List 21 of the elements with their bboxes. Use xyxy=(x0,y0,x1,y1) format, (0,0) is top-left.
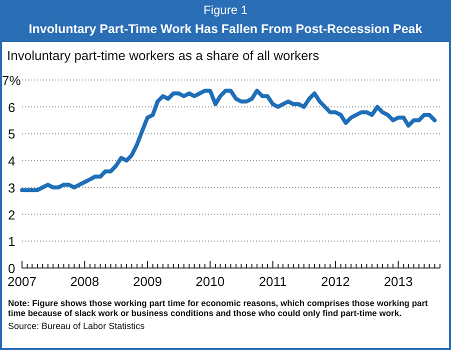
chart-subtitle: Figure 1 xyxy=(203,3,248,17)
y-tick-label: 0 xyxy=(8,261,16,276)
y-tick-label: 6 xyxy=(8,100,16,115)
x-tick-label: 2012 xyxy=(320,274,350,289)
x-tick-label: 2010 xyxy=(196,274,225,289)
x-tick-label: 2009 xyxy=(133,274,162,289)
y-axis-title: Involuntary part-time workers as a share of all workers xyxy=(7,48,320,63)
x-tick-label: 2008 xyxy=(70,274,100,289)
text: Note: Figure shows those working part time for economic reasons, which comprises those working part time because of slack work or business conditions and those who could only find part-time work. xyxy=(8,298,428,318)
x-tick-label: 2007 xyxy=(8,274,36,289)
y-tick-label: 4 xyxy=(8,154,16,169)
source-note: Source: Bureau of Labor Statistics xyxy=(8,321,146,331)
line-series xyxy=(20,88,437,192)
y-tick-label: 5 xyxy=(8,126,16,142)
y-tick-label: 7% xyxy=(2,73,22,88)
y-tick-label: 3 xyxy=(8,180,16,196)
chart-title: Involuntary Part-Time Work Has Fallen From Post-Recession Peak xyxy=(28,22,422,36)
y-tick-label: 1 xyxy=(8,234,16,250)
y-tick-label: 2 xyxy=(8,207,16,222)
x-tick-label: 2013 xyxy=(384,274,413,289)
x-tick-label: 2011 xyxy=(258,274,287,289)
